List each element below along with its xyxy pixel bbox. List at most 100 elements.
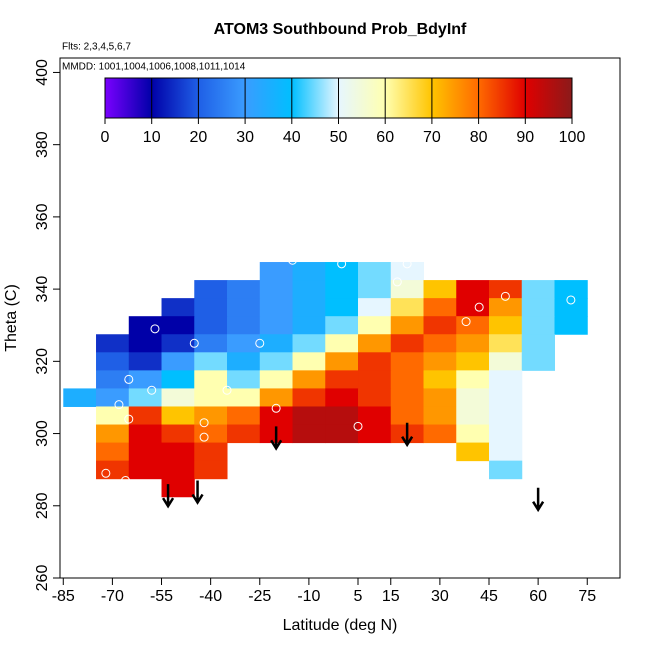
heat-cell	[521, 298, 556, 317]
observation-point	[150, 324, 160, 334]
heat-cell	[161, 478, 195, 498]
heat-cell	[325, 298, 359, 317]
heat-cell	[325, 406, 359, 426]
x-tick-label: 30	[431, 588, 449, 605]
heat-cell	[489, 460, 523, 480]
heat-cell	[128, 316, 163, 335]
heat-cell	[358, 262, 392, 281]
x-tick-label: 15	[382, 588, 400, 605]
arrow	[401, 422, 414, 448]
heat-cell	[259, 388, 294, 407]
heat-cell	[390, 298, 425, 317]
heat-cell	[554, 298, 588, 317]
colorbar-tick-label: 30	[236, 129, 254, 146]
colorbar-tick-label: 20	[190, 129, 208, 146]
heat-cell	[96, 334, 130, 353]
y-tick-label: 360	[34, 203, 51, 230]
x-tick-label: 45	[480, 588, 498, 605]
heat-cell	[423, 406, 457, 426]
x-axis-label: Latitude (deg N)	[283, 617, 398, 634]
heat-cell	[456, 352, 490, 371]
heat-cell	[423, 424, 457, 444]
heat-cell	[292, 388, 326, 407]
heat-cell	[521, 352, 556, 371]
colorbar-tick-label: 100	[559, 129, 586, 146]
x-tick-label: 60	[529, 588, 547, 605]
heat-cell	[259, 298, 294, 317]
heat-cell	[358, 388, 392, 407]
heat-cell	[259, 280, 294, 299]
heat-cell	[390, 370, 425, 389]
heat-cell	[161, 370, 195, 389]
colorbar-tick-label: 10	[143, 129, 161, 146]
heat-cell	[358, 334, 392, 353]
heat-cell	[161, 406, 195, 426]
colorbar-tick-label: 70	[423, 129, 441, 146]
observation-point	[271, 403, 281, 413]
heat-cell	[227, 334, 261, 353]
y-tick-label: 380	[34, 131, 51, 158]
heat-cell	[227, 406, 261, 426]
colorbar-tick-label: 90	[516, 129, 534, 146]
heat-cell	[358, 424, 392, 444]
heat-cell	[128, 334, 163, 353]
heat-cell	[194, 334, 228, 353]
observation-point	[147, 385, 157, 395]
heat-cell	[227, 298, 261, 317]
observation-point	[114, 400, 124, 410]
heat-cell	[63, 388, 97, 407]
colorbar-tick-label: 40	[283, 129, 301, 146]
heat-cell	[358, 406, 392, 426]
heat-cell	[292, 406, 326, 426]
y-tick-label: 300	[34, 420, 51, 447]
heat-cell	[227, 352, 261, 371]
heat-cell	[128, 406, 163, 426]
heat-cell	[292, 262, 326, 281]
heat-cell	[325, 280, 359, 299]
heat-cell	[128, 424, 163, 444]
heat-cell	[423, 316, 457, 335]
heat-cell	[292, 334, 326, 353]
heat-cell	[96, 352, 130, 371]
heat-cell	[423, 352, 457, 371]
heat-cell	[227, 316, 261, 335]
heat-cell	[390, 316, 425, 335]
heat-cell	[96, 424, 130, 444]
heat-cell	[194, 442, 228, 462]
heat-cell	[456, 388, 490, 407]
observation-point	[189, 338, 199, 348]
observation-point	[199, 432, 209, 442]
heat-cell	[96, 388, 130, 407]
heat-cell	[358, 370, 392, 389]
heat-cell	[489, 334, 523, 353]
heat-cell	[423, 370, 457, 389]
heat-cell	[358, 298, 392, 317]
observation-point	[402, 259, 412, 269]
heat-cell	[161, 460, 195, 480]
heat-cell	[259, 316, 294, 335]
heat-cell	[521, 316, 556, 335]
y-tick-label: 340	[34, 276, 51, 303]
chart-title: ATOM3 Southbound Prob_BdyInf	[214, 21, 467, 38]
plot-frame	[59, 57, 621, 579]
x-tick-label: -40	[199, 588, 222, 605]
heat-cell	[292, 424, 326, 444]
heat-cell	[128, 370, 163, 389]
heat-cell	[128, 352, 163, 371]
heat-cell	[227, 370, 261, 389]
arrow	[532, 487, 545, 513]
heat-cell	[456, 370, 490, 389]
heat-cell	[128, 388, 163, 407]
heat-cell	[390, 352, 425, 371]
heat-cell	[358, 280, 392, 299]
heat-cell	[259, 406, 294, 426]
observation-point	[120, 476, 130, 485]
observation-point	[222, 385, 232, 395]
heat-cell	[456, 442, 490, 462]
heat-cell	[227, 280, 261, 299]
heat-cell	[456, 334, 490, 353]
x-tick-label: -55	[150, 588, 173, 605]
heat-cell	[325, 334, 359, 353]
observation-point	[101, 468, 111, 478]
observation-point	[353, 421, 363, 431]
